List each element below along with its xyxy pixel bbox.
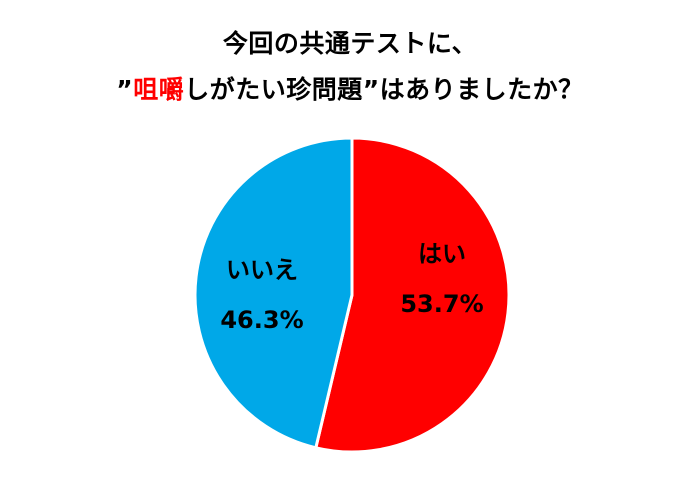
title-highlight: 咀嚼 xyxy=(133,75,185,104)
slice-value-label: 46.3% xyxy=(220,306,303,334)
chart-title-line1: 今回の共通テストに、 xyxy=(222,29,478,58)
slice-label: はい xyxy=(418,240,466,268)
pie-slice-no xyxy=(193,136,354,450)
title-suffix: しがたい珍問題”はありましたか？ xyxy=(184,75,584,104)
title-quote-open: ” xyxy=(116,75,134,104)
slice-label: いいえ xyxy=(226,256,298,284)
pie-slice-yes xyxy=(314,136,511,454)
chart-title-line2: ”咀嚼しがたい珍問題”はありましたか？ xyxy=(0,70,700,106)
slice-value-label: 53.7% xyxy=(400,290,483,318)
